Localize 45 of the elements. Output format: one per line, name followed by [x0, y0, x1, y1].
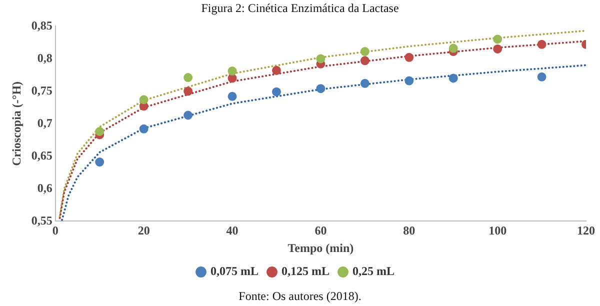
x-tick-label: 100 — [488, 223, 507, 238]
point — [272, 66, 281, 75]
point — [448, 44, 458, 53]
point — [228, 92, 237, 101]
point — [139, 124, 148, 134]
point — [360, 47, 370, 56]
point — [184, 73, 193, 82]
y-tick-label: 0,75 — [31, 83, 52, 98]
y-tick-label: 0,7 — [37, 116, 52, 130]
point — [95, 158, 104, 167]
source-note: Fonte: Os autores (2018). — [238, 288, 362, 304]
y-axis-title: Crioscopia (-°H) — [9, 81, 24, 166]
point — [316, 84, 326, 94]
point — [404, 76, 414, 86]
point — [184, 110, 193, 120]
point — [184, 86, 193, 96]
y-tick-label: 0,85 — [31, 18, 52, 32]
x-tick-label: 20 — [138, 223, 150, 238]
x-tick-label: 0 — [52, 223, 58, 238]
point — [448, 74, 458, 83]
point — [360, 56, 370, 66]
legend-label: 0,075 mL — [210, 264, 258, 278]
chart-title: Figura 2: Cinética Enzimática da Lactase — [200, 0, 400, 16]
point — [493, 44, 502, 54]
x-tick-label: 40 — [226, 223, 238, 238]
legend-label: 0,25 mL — [352, 264, 394, 278]
y-tick-label: 0,65 — [31, 148, 52, 162]
x-tick-label: 80 — [403, 223, 416, 238]
point — [139, 95, 148, 104]
y-tick-label: 0,55 — [31, 213, 52, 228]
point — [360, 78, 370, 88]
x-axis-title: Tempo (min) — [288, 240, 354, 255]
y-tick-label: 0,6 — [37, 180, 52, 195]
y-tick-label: 0,8 — [37, 50, 52, 65]
point — [537, 72, 546, 82]
point — [537, 40, 546, 49]
x-tick-label: 120 — [577, 223, 595, 238]
legend-label: 0,125 mL — [282, 264, 330, 278]
point — [404, 52, 414, 62]
point — [228, 66, 237, 76]
point — [493, 34, 502, 44]
point — [316, 54, 326, 64]
point — [272, 87, 281, 96]
x-tick-label: 60 — [314, 223, 327, 238]
point — [95, 127, 104, 136]
